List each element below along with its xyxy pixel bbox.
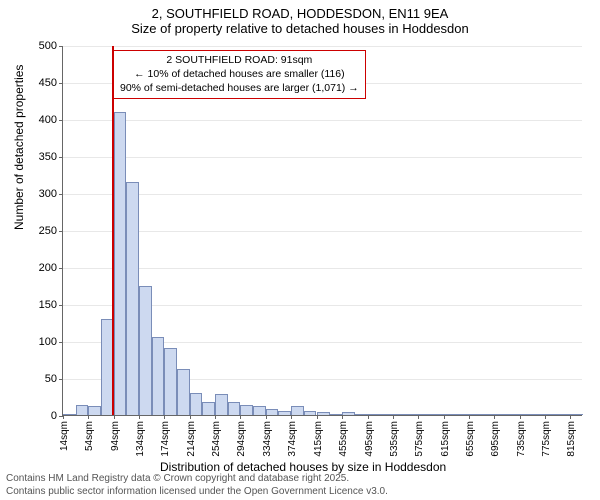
histogram-bar: [355, 414, 368, 415]
x-tick-label: 535sqm: [389, 421, 400, 457]
histogram-bar: [532, 414, 545, 415]
histogram-bar: [266, 409, 279, 415]
chart-title-block: 2, SOUTHFIELD ROAD, HODDESDON, EN11 9EA …: [0, 0, 600, 36]
x-tick-label: 615sqm: [440, 421, 451, 457]
histogram-bar: [406, 414, 419, 415]
footer-line1: Contains HM Land Registry data © Crown c…: [6, 472, 388, 485]
x-tick-label: 374sqm: [287, 421, 298, 457]
y-tick-label: 50: [45, 373, 63, 385]
x-tick-label: 214sqm: [186, 421, 197, 457]
histogram-bar: [63, 414, 76, 415]
annotation-line2: ← 10% of detached houses are smaller (11…: [120, 67, 359, 81]
histogram-bar: [393, 414, 406, 415]
histogram-bar: [215, 394, 228, 415]
histogram-bar: [291, 406, 304, 415]
x-tick-label: 455sqm: [338, 421, 349, 457]
x-tick-label: 495sqm: [364, 421, 375, 457]
x-tick-label: 14sqm: [59, 421, 70, 451]
histogram-bar: [177, 369, 190, 415]
x-tick-label: 655sqm: [465, 421, 476, 457]
histogram-bar: [418, 414, 431, 415]
x-tick-label: 254sqm: [211, 421, 222, 457]
reference-marker-line: [112, 46, 114, 415]
x-tick-label: 575sqm: [414, 421, 425, 457]
histogram-bar: [126, 182, 139, 415]
y-tick-label: 350: [39, 151, 63, 163]
x-tick-label: 174sqm: [160, 421, 171, 457]
y-axis-label: Number of detached properties: [12, 65, 26, 230]
histogram-bar: [507, 414, 520, 415]
histogram-bar: [278, 411, 291, 415]
y-tick-label: 150: [39, 299, 63, 311]
footer-line2: Contains public sector information licen…: [6, 485, 388, 498]
histogram-bar: [558, 414, 571, 415]
y-tick-label: 250: [39, 225, 63, 237]
histogram-bar: [545, 414, 558, 415]
histogram-bar: [164, 348, 177, 415]
x-tick-label: 735sqm: [516, 421, 527, 457]
y-tick-label: 500: [39, 40, 63, 52]
y-tick-label: 300: [39, 188, 63, 200]
x-tick-label: 815sqm: [566, 421, 577, 457]
annotation-box: 2 SOUTHFIELD ROAD: 91sqm← 10% of detache…: [113, 50, 366, 99]
histogram-bar: [494, 414, 507, 415]
x-tick-label: 334sqm: [262, 421, 273, 457]
histogram-bar: [456, 414, 469, 415]
plot-region: 05010015020025030035040045050014sqm54sqm…: [62, 46, 582, 416]
y-tick-label: 200: [39, 262, 63, 274]
y-tick-label: 450: [39, 77, 63, 89]
histogram-bar: [88, 406, 101, 415]
annotation-line3: 90% of semi-detached houses are larger (…: [120, 81, 359, 95]
histogram-bar: [76, 405, 89, 415]
chart-plot-area: 05010015020025030035040045050014sqm54sqm…: [62, 46, 582, 416]
x-tick-label: 695sqm: [490, 421, 501, 457]
histogram-bar: [431, 414, 444, 415]
y-tick-label: 100: [39, 336, 63, 348]
histogram-bar: [240, 405, 253, 415]
histogram-bar: [368, 414, 381, 415]
histogram-bar: [317, 412, 330, 415]
histogram-bar: [228, 402, 241, 415]
title-description: Size of property relative to detached ho…: [0, 21, 600, 36]
histogram-bar: [469, 414, 482, 415]
histogram-bar: [520, 414, 533, 415]
y-tick-label: 400: [39, 114, 63, 126]
histogram-bar: [380, 414, 393, 415]
x-tick-label: 775sqm: [541, 421, 552, 457]
histogram-bar: [304, 411, 317, 415]
histogram-bar: [152, 337, 165, 415]
histogram-bar: [444, 414, 457, 415]
histogram-bar: [253, 406, 266, 415]
x-tick-label: 134sqm: [135, 421, 146, 457]
histogram-bar: [190, 393, 203, 415]
annotation-line1: 2 SOUTHFIELD ROAD: 91sqm: [120, 53, 359, 67]
x-tick-label: 54sqm: [84, 421, 95, 451]
histogram-bar: [114, 112, 127, 415]
histogram-bar: [139, 286, 152, 416]
histogram-bar: [482, 414, 495, 415]
footer-attribution: Contains HM Land Registry data © Crown c…: [6, 472, 388, 498]
x-tick-label: 294sqm: [236, 421, 247, 457]
x-tick-label: 94sqm: [110, 421, 121, 451]
histogram-bar: [342, 412, 355, 415]
histogram-bar: [202, 402, 215, 415]
histogram-bar: [330, 414, 343, 415]
title-address: 2, SOUTHFIELD ROAD, HODDESDON, EN11 9EA: [0, 6, 600, 21]
x-tick-label: 415sqm: [313, 421, 324, 457]
histogram-bar: [570, 414, 583, 415]
